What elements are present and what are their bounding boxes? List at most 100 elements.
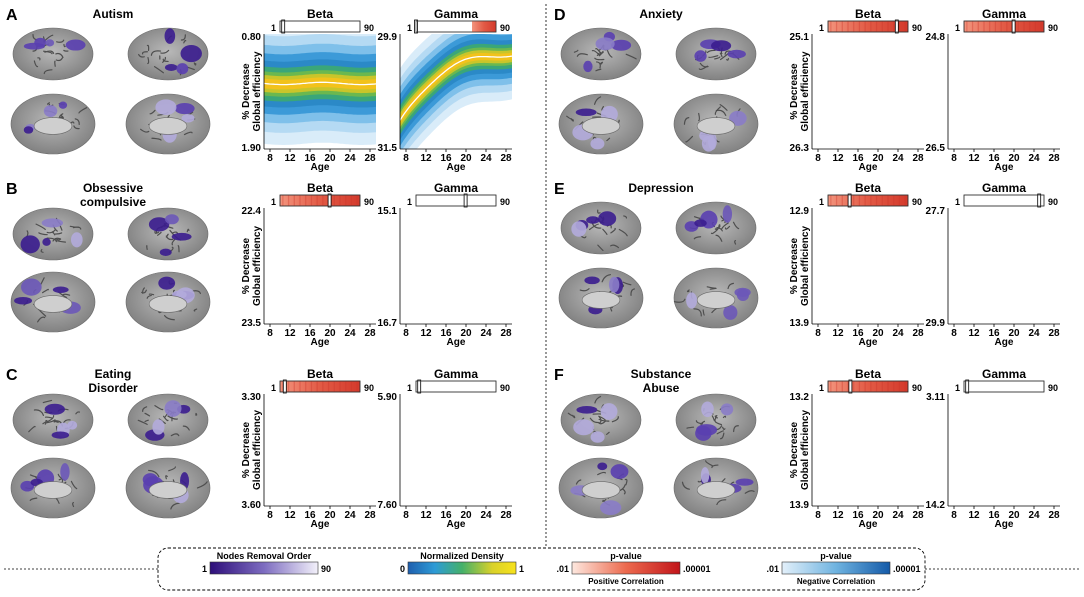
gamma-density-plot-band <box>948 243 1060 289</box>
beta-title: Beta <box>307 367 333 381</box>
beta-density-plot-ytop: 0.80 <box>242 32 262 43</box>
gamma-density-plot-mean-line <box>400 258 512 265</box>
gamma-order-bar-max: 90 <box>1048 23 1058 33</box>
gamma-density-plot-bands <box>400 208 512 324</box>
gamma-density-plot-bands <box>400 34 512 149</box>
beta-density-plot-band <box>264 403 376 498</box>
brain-medial-left <box>559 458 643 518</box>
brain-lateral-right-patch <box>165 64 178 71</box>
beta-density-plot-xlabel: Age <box>311 337 330 348</box>
beta-density-plot-bands <box>264 34 376 145</box>
beta-order-bar-fill <box>828 381 908 392</box>
gamma-order-bar-empty <box>964 381 1044 392</box>
brain-lateral-right <box>128 28 208 80</box>
beta-density-plot-band <box>264 394 376 506</box>
beta-density-plot-band <box>812 394 924 506</box>
brain-medial-left-patch <box>576 108 597 116</box>
panel-title: compulsive <box>80 195 146 209</box>
beta-order-bar-max: 90 <box>912 383 922 393</box>
beta-order-bar-min: 1 <box>271 197 276 207</box>
beta-density-plot-bands <box>812 34 924 149</box>
brain-lateral-right-patch <box>172 233 192 241</box>
gamma-title: Gamma <box>434 181 478 195</box>
beta-density-plot-band <box>812 51 924 134</box>
brain-lateral-right-patch <box>694 50 706 61</box>
beta-density-plot-ylabel: % DecreaseGlobal efficiency <box>241 226 263 306</box>
gamma-density-plot-band <box>948 221 1060 311</box>
brain-lateral-right-patch <box>728 50 746 59</box>
brain-lateral-right <box>676 28 756 80</box>
beta-density-plot-bands <box>812 394 924 506</box>
beta-density-plot-xtick-label: 12 <box>832 328 844 339</box>
brain-lateral-left-patch <box>596 37 615 50</box>
gamma-density-plot-band <box>948 252 1060 281</box>
beta-density-plot-xtick-label: 24 <box>344 153 356 164</box>
brain-lateral-right-patch <box>160 249 172 256</box>
gamma-density-plot-band <box>948 417 1060 482</box>
brain-lateral-left-patch <box>598 211 616 226</box>
gamma-density-plot-band <box>948 208 1060 324</box>
gamma-title: Gamma <box>434 367 478 381</box>
gamma-density-plot-band <box>948 230 1060 303</box>
beta-density-plot-xtick-label: 12 <box>284 328 296 339</box>
beta-title: Beta <box>855 367 881 381</box>
beta-density-plot-ybottom: 13.9 <box>790 500 810 511</box>
legend-positive-min: .01 <box>556 564 569 574</box>
beta-density-plot-band <box>264 225 376 314</box>
beta-density-plot-band <box>812 34 924 149</box>
gamma-order-bar-marker <box>418 380 421 393</box>
beta-density-plot-band <box>812 419 924 488</box>
beta-order-bar-max: 90 <box>912 23 922 33</box>
ylabel-line2: Global efficiency <box>252 410 263 490</box>
legend-negative-caption: Negative Correlation <box>797 577 875 586</box>
beta-density-plot-band <box>812 235 924 306</box>
brain-medial-right-corpus <box>697 482 735 499</box>
legend-density-min: 0 <box>400 564 405 574</box>
beta-density-plot-band <box>264 221 376 317</box>
gamma-density-plot-ybottom: 29.9 <box>926 318 946 329</box>
gamma-density-plot-mean-line <box>948 260 1060 272</box>
beta-order-bar-marker <box>849 380 852 393</box>
beta-density-plot-band <box>264 394 376 506</box>
brain-lateral-right-patch <box>723 205 732 223</box>
panel-letter: A <box>6 7 18 24</box>
beta-density-plot-band <box>264 208 376 324</box>
gamma-density-plot-xtick-label: 28 <box>500 153 512 164</box>
gamma-order-bar-max: 90 <box>500 197 510 207</box>
brain-medial-left-patch <box>60 463 69 481</box>
panel-title: Depression <box>628 181 693 195</box>
gamma-density-plot-band <box>948 430 1060 469</box>
gamma-density-plot-xlabel: Age <box>995 519 1014 530</box>
legend-density-max: 1 <box>519 564 524 574</box>
beta-density-plot-ylabel: % DecreaseGlobal efficiency <box>241 410 263 490</box>
gamma-density-plot-ytop: 29.9 <box>378 32 398 43</box>
brain-lateral-left-patch <box>573 419 594 435</box>
ylabel-line2: Global efficiency <box>252 51 263 131</box>
gamma-density-plot-band <box>400 227 512 295</box>
gamma-density-plot-band <box>400 241 512 282</box>
beta-density-plot-band <box>812 224 924 318</box>
legend-density-bar <box>408 562 516 574</box>
legend-negative-min: .01 <box>766 564 779 574</box>
gamma-title: Gamma <box>982 181 1026 195</box>
beta-density-plot-ytop: 12.9 <box>790 206 810 217</box>
beta-density-plot-band <box>812 47 924 138</box>
brain-lateral-right <box>676 202 756 254</box>
gamma-title: Gamma <box>982 367 1026 381</box>
brain-lateral-left-patch <box>45 39 54 46</box>
panel-title: Substance <box>631 367 692 381</box>
beta-density-plot-band <box>812 213 924 324</box>
gamma-density-plot-xtick-label: 24 <box>1028 153 1040 164</box>
beta-density-plot-ybottom: 1.90 <box>242 143 262 154</box>
brain-medial-right-patch <box>158 277 175 290</box>
brain-lateral-left-patch <box>42 238 50 246</box>
gamma-density-plot-band <box>948 34 1060 149</box>
beta-density-plot-band <box>812 404 924 506</box>
